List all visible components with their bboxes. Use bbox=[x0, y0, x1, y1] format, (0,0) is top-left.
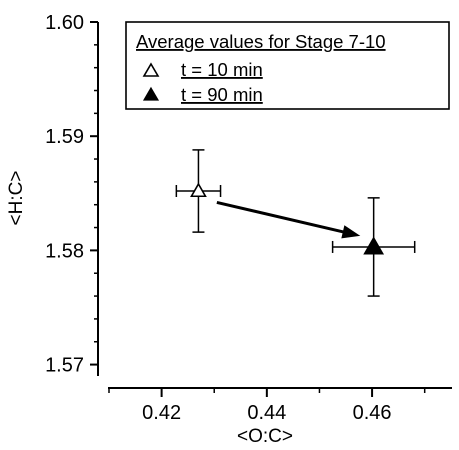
legend-entry-t90: t = 90 min bbox=[181, 84, 263, 105]
legend-filled-triangle-icon bbox=[142, 86, 160, 101]
axes bbox=[97, 22, 452, 389]
y-tick-label: 1.59 bbox=[45, 126, 84, 148]
legend-entry-t10: t = 10 min bbox=[181, 59, 263, 80]
y-tick-label: 1.60 bbox=[45, 12, 84, 34]
x-tick-label: 0.44 bbox=[247, 402, 286, 424]
data-point-open-triangle bbox=[190, 182, 207, 198]
y-tick-label: 1.57 bbox=[45, 355, 84, 377]
x-tick-label: 0.42 bbox=[142, 402, 181, 424]
legend: Average values for Stage 7-10 t = 10 min… bbox=[125, 21, 450, 110]
y-tick-label: 1.58 bbox=[45, 240, 84, 262]
arrow-head bbox=[341, 225, 361, 239]
legend-open-triangle-icon bbox=[142, 62, 160, 77]
x-tick-label: 0.46 bbox=[353, 402, 392, 424]
legend-title: Average values for Stage 7-10 bbox=[136, 31, 386, 52]
data-layer bbox=[175, 149, 416, 297]
y-axis-label: <H:C> bbox=[6, 171, 27, 226]
x-axis-label: <O:C> bbox=[237, 426, 293, 447]
ticks: 1.57 1.58 1.59 1.60 0.42 0.44 0.46 bbox=[45, 12, 426, 424]
legend-box bbox=[125, 21, 450, 110]
data-point-filled-triangle bbox=[363, 236, 385, 255]
arrow-shaft bbox=[216, 200, 344, 234]
